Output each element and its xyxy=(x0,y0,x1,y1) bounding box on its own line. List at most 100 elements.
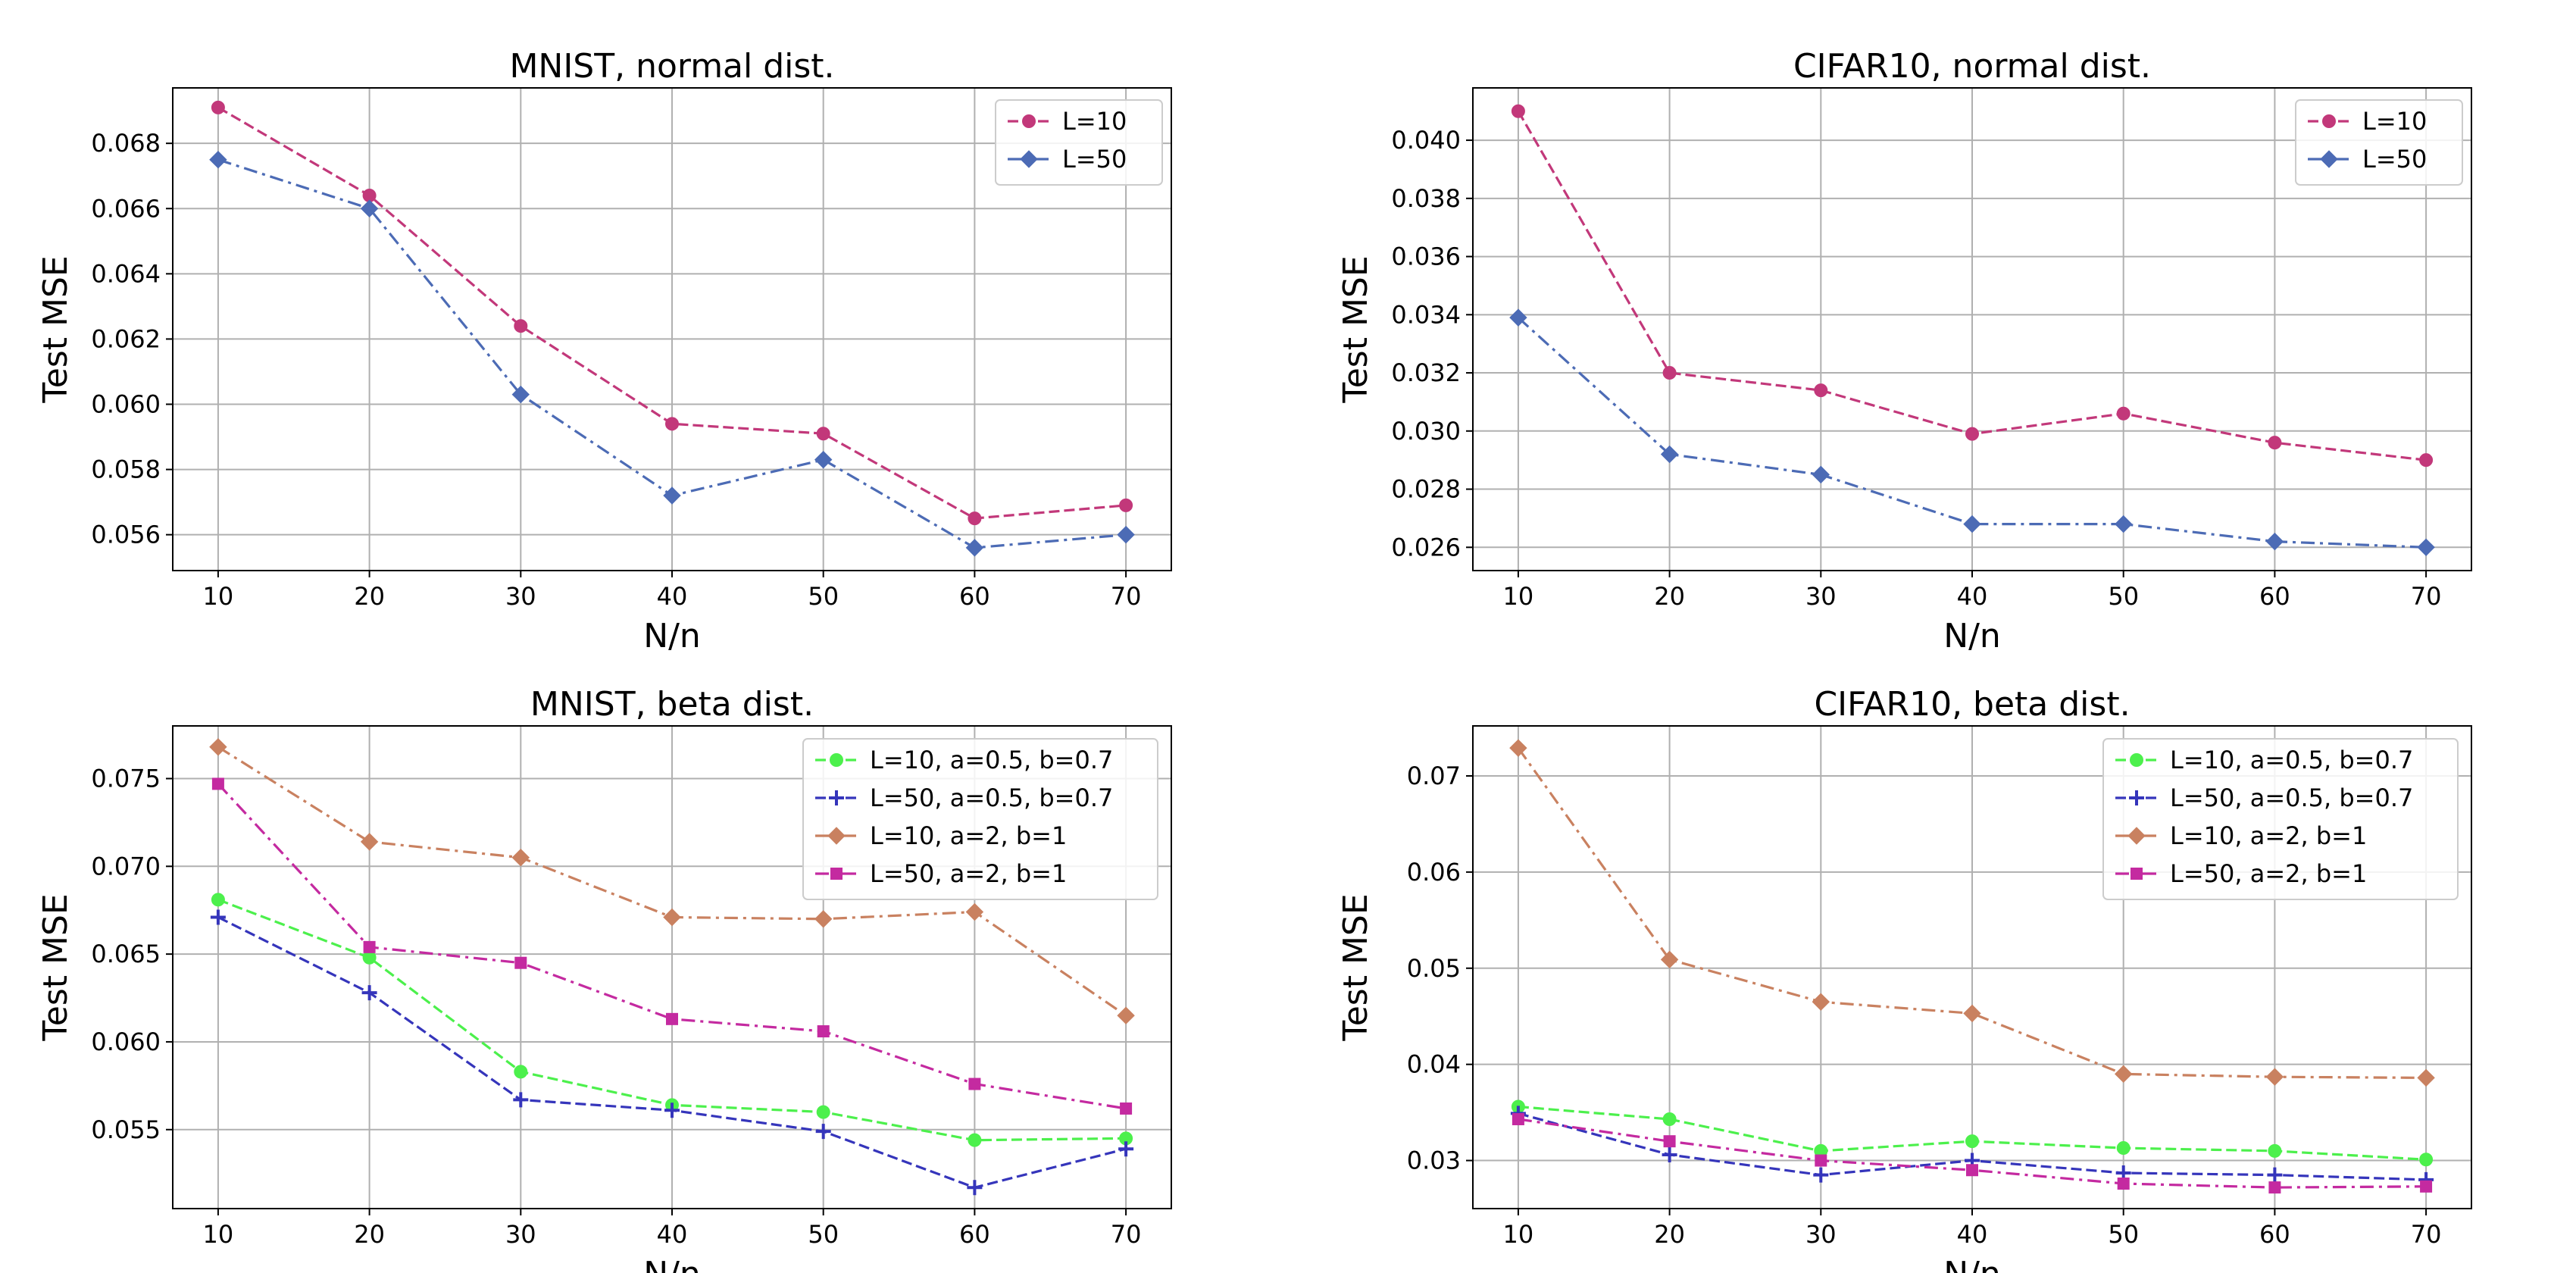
series-2 xyxy=(209,150,1135,557)
data-point xyxy=(2116,406,2131,421)
data-point xyxy=(666,1012,678,1025)
legend-label: L=50, a=0.5, b=0.7 xyxy=(2170,784,2413,812)
data-point xyxy=(1120,1102,1133,1115)
data-point xyxy=(1966,1164,1978,1177)
legend-box xyxy=(995,99,1163,186)
data-point xyxy=(968,1078,981,1090)
data-point xyxy=(816,427,830,441)
y-tick-label: 0.05 xyxy=(1407,954,1461,983)
data-point xyxy=(2268,1143,2282,1158)
x-axis-label: N/n xyxy=(1943,617,2001,655)
legend-swatch-marker xyxy=(830,868,843,880)
legend-swatch-marker xyxy=(2320,150,2338,168)
legend-swatch-marker xyxy=(2130,753,2143,767)
y-tick-label: 0.065 xyxy=(91,940,161,968)
x-tick-label: 30 xyxy=(505,1220,536,1249)
y-tick-label: 0.064 xyxy=(91,259,161,288)
data-point xyxy=(1963,1004,1981,1023)
data-point xyxy=(2116,1141,2131,1156)
legend-label: L=10 xyxy=(2362,107,2427,136)
data-point xyxy=(1662,366,1677,380)
y-tick-label: 0.055 xyxy=(91,1115,161,1144)
x-tick-label: 70 xyxy=(1111,582,1142,611)
data-point xyxy=(211,100,225,114)
legend-swatch-marker xyxy=(2131,868,2143,880)
y-tick-label: 0.075 xyxy=(91,764,161,793)
data-point xyxy=(2417,538,2435,557)
x-tick-label: 20 xyxy=(1654,582,1685,611)
chart-panel-3: 10 20 30 40 50 60 70 0.055 0.060 0.065 0.070 0.075 M… xyxy=(36,685,1172,1273)
legend-swatch-marker xyxy=(829,790,844,805)
legend-swatch-marker xyxy=(827,827,846,845)
data-point xyxy=(209,150,227,169)
data-point xyxy=(1118,1141,1134,1157)
legend-swatch-marker xyxy=(2129,790,2144,805)
data-point xyxy=(514,319,528,333)
x-axis-label: N/n xyxy=(643,1255,701,1273)
legend-label: L=50 xyxy=(1062,145,1127,174)
x-tick-label: 10 xyxy=(203,582,234,611)
x-tick-label: 40 xyxy=(657,582,688,611)
legend-label: L=50, a=2, b=1 xyxy=(870,859,1067,888)
legend-label: L=10, a=2, b=1 xyxy=(870,821,1067,850)
chart-title: CIFAR10, beta dist. xyxy=(1814,685,2130,724)
x-tick-label: 70 xyxy=(1111,1220,1142,1249)
data-point xyxy=(2114,1065,2133,1084)
y-tick-label: 0.028 xyxy=(1391,475,1461,504)
chart-panel-4: 10 20 30 40 50 60 70 0.03 0.04 0.05 0.06 0.07 CIFAR1… xyxy=(1336,685,2472,1273)
x-tick-label: 30 xyxy=(1805,582,1837,611)
legend: L=10 L=50 xyxy=(995,99,1163,186)
x-tick-label: 50 xyxy=(808,1220,839,1249)
series-3 xyxy=(209,738,1135,1024)
x-tick-label: 30 xyxy=(1805,1220,1837,1249)
legend-swatch-marker xyxy=(830,753,843,767)
data-point xyxy=(814,910,833,928)
x-tick-label: 30 xyxy=(505,582,536,611)
x-tick-label: 60 xyxy=(2259,1220,2290,1249)
x-tick-label: 40 xyxy=(1957,582,1988,611)
data-point xyxy=(513,1092,529,1108)
x-tick-label: 70 xyxy=(2411,582,2442,611)
series-4 xyxy=(1512,1112,2433,1194)
data-point xyxy=(1815,1154,1827,1167)
legend: L=10 L=50 xyxy=(2295,99,2463,186)
data-point xyxy=(663,908,681,927)
data-point xyxy=(815,1124,831,1140)
data-point xyxy=(209,738,227,756)
x-tick-label: 10 xyxy=(1503,1220,1534,1249)
legend-label: L=10 xyxy=(1062,107,1127,136)
x-tick-label: 10 xyxy=(203,1220,234,1249)
x-tick-label: 60 xyxy=(2259,582,2290,611)
y-tick-label: 0.066 xyxy=(91,194,161,223)
legend-swatch-marker xyxy=(1022,114,1036,128)
chart-title: MNIST, beta dist. xyxy=(530,685,814,724)
data-point xyxy=(1965,427,1979,441)
y-tick-label: 0.026 xyxy=(1391,533,1461,561)
x-axis-label: N/n xyxy=(643,617,701,655)
legend-label: L=10, a=0.5, b=0.7 xyxy=(2170,746,2413,774)
data-point xyxy=(1814,383,1828,398)
data-point xyxy=(1119,498,1133,512)
data-point xyxy=(2267,1167,2283,1183)
data-point xyxy=(210,909,226,925)
y-tick-label: 0.056 xyxy=(91,521,161,549)
y-tick-label: 0.07 xyxy=(1407,762,1461,790)
y-tick-label: 0.060 xyxy=(91,1027,161,1056)
series-4 xyxy=(211,777,1133,1115)
y-tick-label: 0.030 xyxy=(1391,417,1461,446)
data-point xyxy=(968,511,982,526)
data-point xyxy=(211,893,225,907)
legend-label: L=10, a=0.5, b=0.7 xyxy=(870,746,1113,774)
x-tick-label: 20 xyxy=(354,582,385,611)
y-tick-label: 0.038 xyxy=(1391,184,1461,213)
x-tick-label: 20 xyxy=(1654,1220,1685,1249)
data-point xyxy=(1963,515,1981,533)
y-tick-label: 0.04 xyxy=(1407,1050,1461,1079)
data-point xyxy=(2268,1181,2281,1194)
x-tick-label: 50 xyxy=(808,582,839,611)
legend-box xyxy=(802,738,1158,900)
legend: L=10, a=0.5, b=0.7 L=50, a=0.5, b=0.7 L=10… xyxy=(2102,738,2459,900)
x-axis-label: N/n xyxy=(1943,1255,2001,1273)
series-3 xyxy=(1509,739,2435,1087)
legend-swatch-marker xyxy=(2127,827,2146,845)
